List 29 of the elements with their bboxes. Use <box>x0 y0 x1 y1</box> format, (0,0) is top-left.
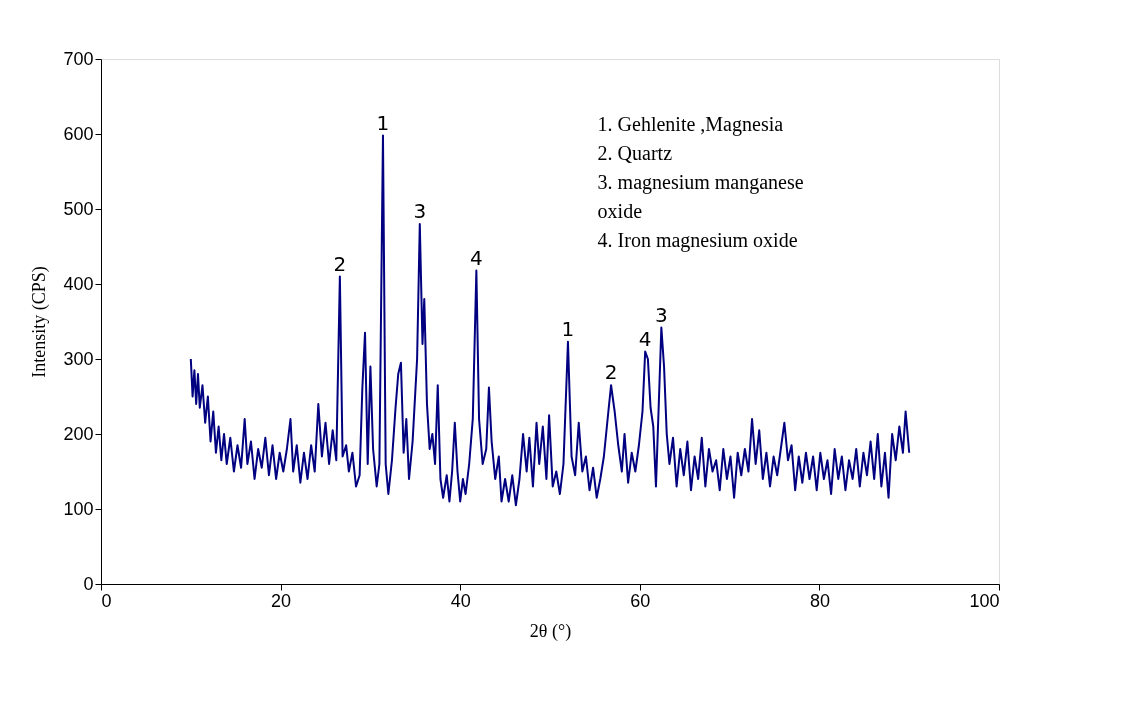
y-tick-label: 100 <box>63 498 94 519</box>
x-tick-label: 100 <box>969 590 1000 611</box>
y-tick-label: 500 <box>63 198 94 219</box>
annotation: 2 <box>333 251 347 276</box>
y-tick-label: 400 <box>63 273 94 294</box>
x-tick-label: 20 <box>271 590 292 611</box>
x-axis-title: 2θ (°) <box>529 620 572 642</box>
y-axis-title: Intensity (CPS) <box>29 266 51 378</box>
line-series <box>189 134 911 507</box>
annotation: 4 <box>470 245 483 270</box>
y-tick-label: 700 <box>63 48 94 69</box>
x-tick-label: 40 <box>450 590 471 611</box>
annotation: 1 <box>561 316 575 341</box>
y-tick-label: 300 <box>63 348 94 369</box>
annotation: 3. magnesium manganese oxide <box>597 171 804 223</box>
y-tick-label: 600 <box>63 123 94 144</box>
x-tick-label: 60 <box>630 590 651 611</box>
annotation: 4. Iron magnesium oxide <box>597 229 798 253</box>
annotation: 4 <box>638 326 652 351</box>
annotation: 3 <box>413 199 427 223</box>
annotation: 2 <box>604 360 618 385</box>
annotation: 2. Quartz <box>597 142 673 165</box>
x-tick-label: 80 <box>809 590 830 611</box>
annotation: 3 <box>654 302 668 327</box>
x-tick-label: 0 <box>101 590 112 611</box>
annotation: 1. Gehlenite ,Magnesia <box>597 113 784 137</box>
y-tick-label: 0 <box>83 573 94 594</box>
y-tick-label: 200 <box>63 423 94 444</box>
annotation: 1 <box>376 110 390 135</box>
